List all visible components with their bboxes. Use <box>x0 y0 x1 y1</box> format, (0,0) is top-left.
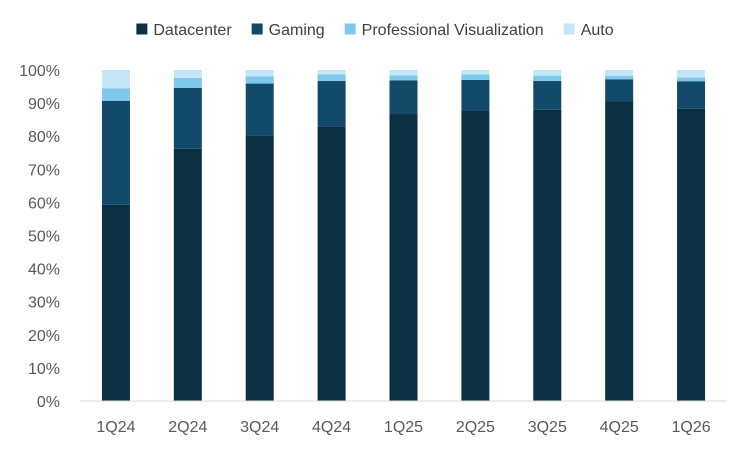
y-tick-label: 10% <box>28 361 60 378</box>
legend-item-datacenter: Datacenter <box>136 22 232 39</box>
y-tick-label: 0% <box>37 394 60 411</box>
x-tick-label: 3Q25 <box>528 419 567 436</box>
bar-gaming-3q24 <box>245 83 274 136</box>
legend-item-gaming: Gaming <box>251 22 325 39</box>
x-tick-label: 2Q25 <box>456 419 495 436</box>
bar-datacenter-4q24 <box>317 126 346 402</box>
bar-auto-2q25 <box>461 70 490 75</box>
bar-datacenter-2q24 <box>173 148 202 401</box>
bars <box>101 70 706 402</box>
bar-auto-4q25 <box>605 70 634 76</box>
bar-professional-visualization-3q25 <box>533 75 562 81</box>
bar-auto-1q26 <box>677 70 706 78</box>
y-tick-label: 30% <box>28 295 60 312</box>
legend-item-auto: Auto <box>563 22 614 39</box>
bar-auto-4q24 <box>317 70 346 75</box>
x-tick-label: 1Q24 <box>96 419 135 436</box>
bar-professional-visualization-1q25 <box>389 75 418 81</box>
y-tick-label: 20% <box>28 328 60 345</box>
bar-professional-visualization-3q24 <box>245 76 274 84</box>
legend-label: Gaming <box>269 22 325 39</box>
bar-auto-2q24 <box>173 70 202 78</box>
x-tick-label: 3Q24 <box>240 419 279 436</box>
bar-datacenter-3q24 <box>245 135 274 401</box>
bar-gaming-4q24 <box>317 80 346 127</box>
bar-professional-visualization-4q25 <box>605 75 634 80</box>
x-tick-label: 4Q24 <box>312 419 351 436</box>
bar-gaming-2q25 <box>461 79 490 111</box>
y-tick-label: 100% <box>19 63 60 80</box>
bar-datacenter-1q24 <box>101 204 130 401</box>
bar-gaming-4q25 <box>605 79 634 102</box>
x-tick-label: 2Q24 <box>168 419 207 436</box>
bar-datacenter-2q25 <box>461 110 490 401</box>
x-tick-label: 1Q26 <box>671 419 710 436</box>
legend-swatch <box>563 23 575 35</box>
legend-label: Datacenter <box>153 22 232 39</box>
legend-swatch <box>136 23 148 35</box>
bar-professional-visualization-1q24 <box>101 88 130 101</box>
bar-professional-visualization-4q24 <box>317 74 346 81</box>
x-axis: 1Q24 2Q24 3Q24 4Q24 1Q25 2Q25 3Q25 4Q25 1Q26 <box>96 419 710 436</box>
legend-swatch <box>251 23 263 35</box>
bar-auto-1q24 <box>101 70 130 89</box>
bar-professional-visualization-2q24 <box>173 77 202 88</box>
bar-professional-visualization-2q25 <box>461 74 490 80</box>
y-axis: 0% 10% 20% 30% 40% 50% 60% 70% 80% 90% 100% <box>19 63 60 411</box>
bar-datacenter-4q25 <box>605 101 634 401</box>
y-tick-label: 60% <box>28 195 60 212</box>
bar-datacenter-3q25 <box>533 109 562 401</box>
bar-gaming-2q24 <box>173 87 202 149</box>
legend: Datacenter Gaming Professional Visualizati… <box>136 22 614 39</box>
legend-item-professional-visualization: Professional Visualization <box>344 22 544 39</box>
bar-professional-visualization-1q26 <box>677 77 706 82</box>
legend-swatch <box>344 23 356 35</box>
bar-gaming-1q24 <box>101 100 130 205</box>
x-tick-label: 1Q25 <box>384 419 423 436</box>
bar-auto-3q25 <box>533 70 562 76</box>
bar-auto-3q24 <box>245 70 274 77</box>
bar-datacenter-1q26 <box>677 108 706 402</box>
y-tick-label: 40% <box>28 262 60 279</box>
bar-auto-1q25 <box>389 70 418 76</box>
x-tick-label: 4Q25 <box>600 419 639 436</box>
y-tick-label: 80% <box>28 129 60 146</box>
bar-gaming-1q25 <box>389 80 418 115</box>
legend-label: Auto <box>581 22 614 39</box>
y-tick-label: 70% <box>28 162 60 179</box>
y-tick-label: 50% <box>28 229 60 246</box>
bar-gaming-3q25 <box>533 80 562 110</box>
legend-label: Professional Visualization <box>362 22 544 39</box>
y-tick-label: 90% <box>28 96 60 113</box>
bar-datacenter-1q25 <box>389 114 418 401</box>
bar-gaming-1q26 <box>677 81 706 109</box>
